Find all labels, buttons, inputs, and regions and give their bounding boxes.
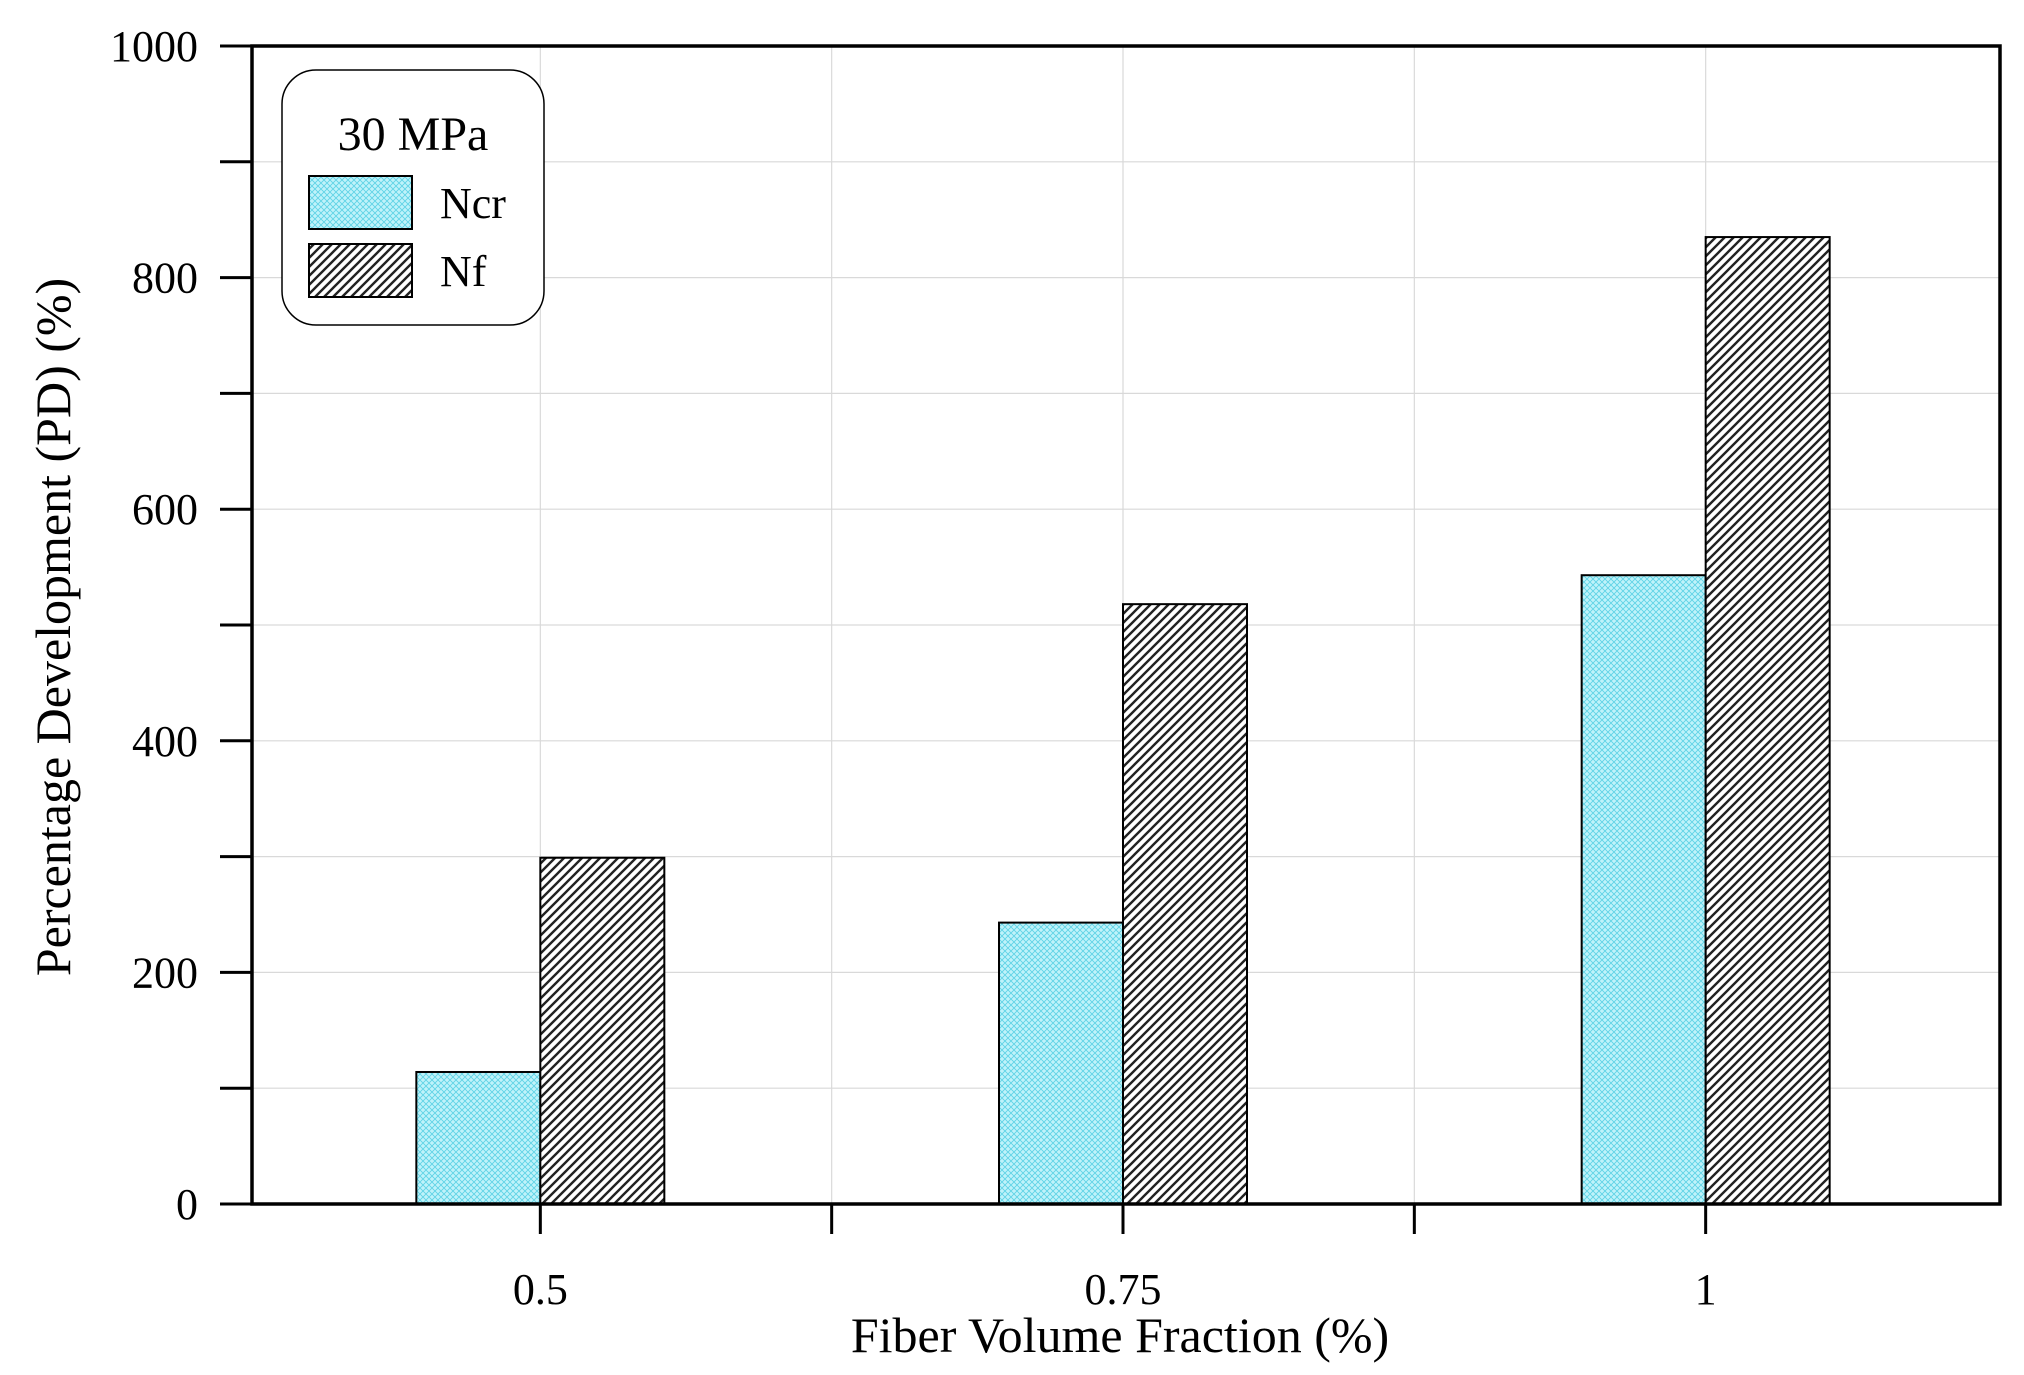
x-tick-label: 1 [1695,1265,1717,1314]
legend-title: 30 MPa [338,108,489,161]
y-tick-label: 1000 [110,22,198,71]
x-axis-title: Fiber Volume Fraction (%) [851,1307,1389,1363]
y-tick-label: 400 [132,717,198,766]
x-tick-label: 0.5 [513,1265,568,1314]
y-tick-label: 0 [176,1180,198,1229]
tick-labels: 0 200 400 600 800 1000 0.5 0.75 1 [110,22,1717,1314]
bar-ncr-0.5 [415,1070,542,1206]
bar-nf-1 [1704,236,1831,1205]
legend: 30 MPa Ncr Nf [281,69,545,326]
bar-ncr-1 [1580,574,1707,1205]
axes [220,44,2002,1234]
y-axis-title: Percentage Development (PD) (%) [25,278,81,976]
legend-label-ncr: Ncr [440,179,506,228]
legend-swatch-ncr [308,175,413,230]
y-tick-label: 600 [132,485,198,534]
y-tick-label: 800 [132,254,198,303]
legend-swatch-nf [308,243,413,298]
bar-nf-0.75 [1122,603,1248,1205]
bars [415,236,1831,1206]
bar-nf-0.5 [539,856,666,1205]
x-tick-label: 0.75 [1085,1265,1162,1314]
y-tick-label: 200 [132,948,198,997]
bar-ncr-0.75 [998,921,1124,1206]
legend-label-nf: Nf [440,247,487,296]
